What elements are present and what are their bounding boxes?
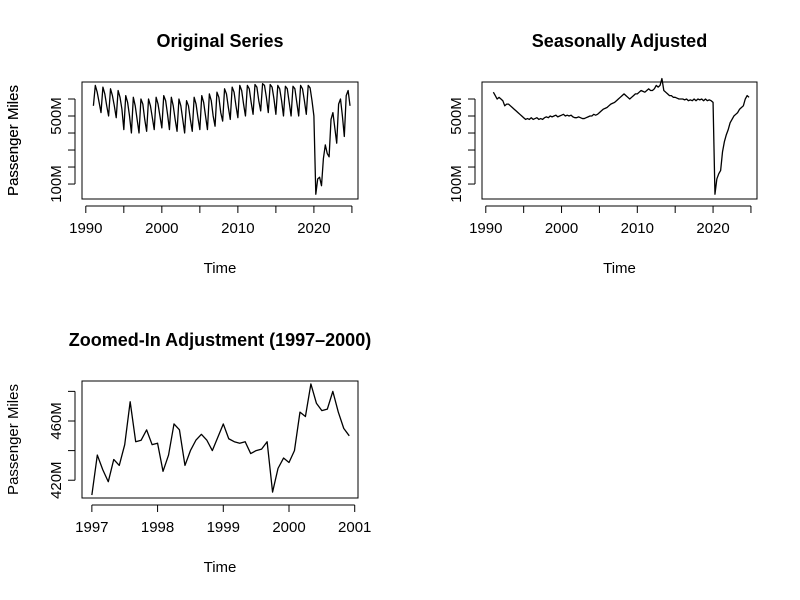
x-tick-label: 2000: [145, 220, 178, 237]
series-line: [492, 77, 750, 195]
panel-title: Seasonally Adjusted: [532, 31, 707, 51]
x-tick-label: 2010: [221, 220, 254, 237]
plot-box: [81, 380, 359, 499]
x-tick-label: 2020: [297, 220, 330, 237]
y-tick-label: 420M: [48, 461, 65, 499]
x-axis-label: Time: [204, 559, 237, 576]
panel-title: Zoomed-In Adjustment (1997–2000): [69, 330, 371, 350]
series-line: [91, 383, 350, 496]
x-tick-label: 1990: [69, 220, 102, 237]
y-axis-label: Passenger Miles: [5, 85, 22, 196]
x-axis-label: Time: [204, 260, 237, 277]
x-tick-label: 2001: [338, 519, 371, 536]
x-tick-label: 1997: [75, 519, 108, 536]
x-tick-label: 1999: [207, 519, 240, 536]
y-tick-label: 100M: [448, 165, 465, 203]
x-tick-label: 1998: [141, 519, 174, 536]
x-tick-label: 2020: [696, 220, 729, 237]
plot-box: [81, 81, 359, 200]
x-tick-label: 2000: [545, 220, 578, 237]
y-tick-label: 500M: [448, 97, 465, 135]
y-tick-label: 500M: [48, 97, 65, 135]
x-axis-label: Time: [603, 260, 636, 277]
plot-box: [481, 81, 758, 200]
x-tick-label: 2000: [272, 519, 305, 536]
x-tick-label: 1990: [469, 220, 502, 237]
y-axis-label: Passenger Miles: [5, 85, 22, 196]
y-tick-label: 100M: [48, 165, 65, 203]
y-axis-label: Passenger Miles: [5, 384, 22, 495]
panel-title: Original Series: [156, 31, 283, 51]
y-tick-label: 460M: [48, 402, 65, 440]
x-tick-label: 2010: [621, 220, 654, 237]
series-line: [92, 83, 351, 195]
